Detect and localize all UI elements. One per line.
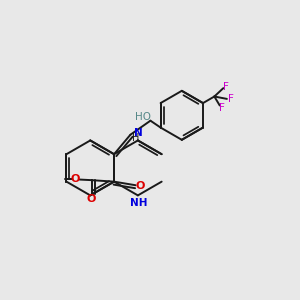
Text: H: H: [132, 133, 140, 143]
Text: O: O: [135, 181, 144, 191]
Text: N: N: [134, 128, 143, 138]
Text: F: F: [227, 94, 233, 104]
Text: F: F: [224, 82, 229, 92]
Text: F: F: [219, 103, 225, 113]
Text: O: O: [71, 174, 80, 184]
Text: O: O: [87, 194, 96, 204]
Text: HO: HO: [135, 112, 151, 122]
Text: NH: NH: [130, 198, 148, 208]
